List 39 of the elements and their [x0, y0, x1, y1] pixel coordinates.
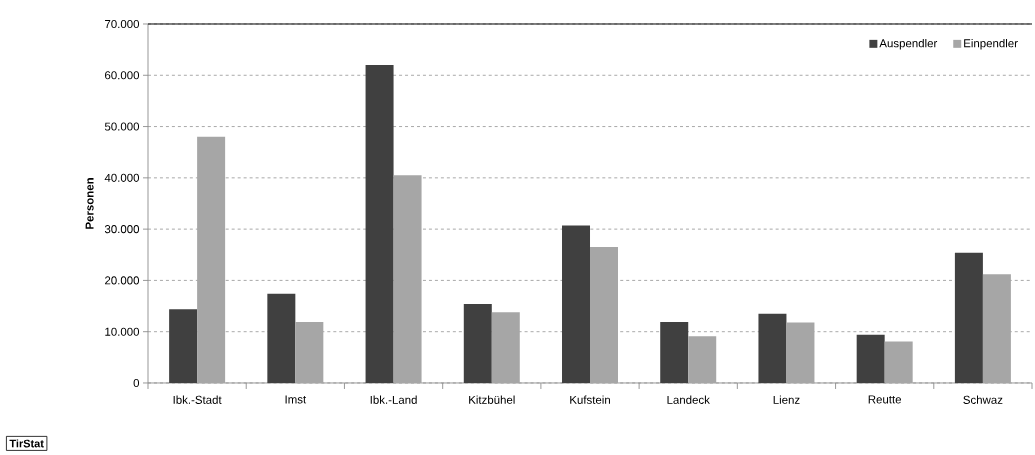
x-tick-label: Schwaz	[963, 395, 1003, 404]
bar	[491, 312, 520, 383]
x-tick-label: Lienz	[773, 395, 800, 404]
bar	[590, 247, 619, 383]
bar	[169, 309, 198, 383]
y-tick-label: 60.000	[105, 71, 140, 80]
text: TirStat	[9, 439, 44, 448]
bar	[365, 65, 394, 383]
y-tick-label: 40.000	[104, 173, 140, 182]
bar	[197, 136, 226, 383]
bar	[295, 321, 324, 383]
bar	[688, 336, 717, 383]
bar	[954, 252, 983, 383]
y-axis-title: Personen	[85, 178, 94, 229]
x-tick-label: Ibk.-Stadt	[173, 395, 222, 404]
x-tick-label: Kitzbühel	[469, 395, 515, 404]
legend-label: Auspendler	[879, 38, 938, 50]
bar	[660, 321, 689, 383]
bar	[856, 334, 885, 383]
y-tick-label: 30.000	[104, 225, 140, 234]
bar	[393, 175, 422, 383]
bar	[758, 313, 787, 383]
bar	[267, 293, 296, 383]
y-tick-label: 70.000	[105, 19, 140, 29]
y-tick-label: 20.000	[105, 276, 140, 285]
bar	[786, 322, 815, 383]
bar	[562, 225, 591, 383]
x-tick-label: Reutte	[868, 395, 902, 404]
bar	[463, 304, 492, 383]
x-tick-label: Imst	[285, 395, 307, 404]
bar	[884, 341, 913, 383]
y-tick-label: 50.000	[104, 122, 140, 131]
x-tick-label: Kufstein	[570, 395, 610, 404]
x-tick-label: Landeck	[667, 395, 710, 404]
x-tick-label: Ibk.-Land	[370, 395, 417, 404]
legend-label: Einpendler	[964, 38, 1018, 50]
bar	[982, 274, 1011, 383]
y-tick-label: 10.000	[105, 327, 140, 336]
y-tick-label: 0	[133, 378, 140, 388]
